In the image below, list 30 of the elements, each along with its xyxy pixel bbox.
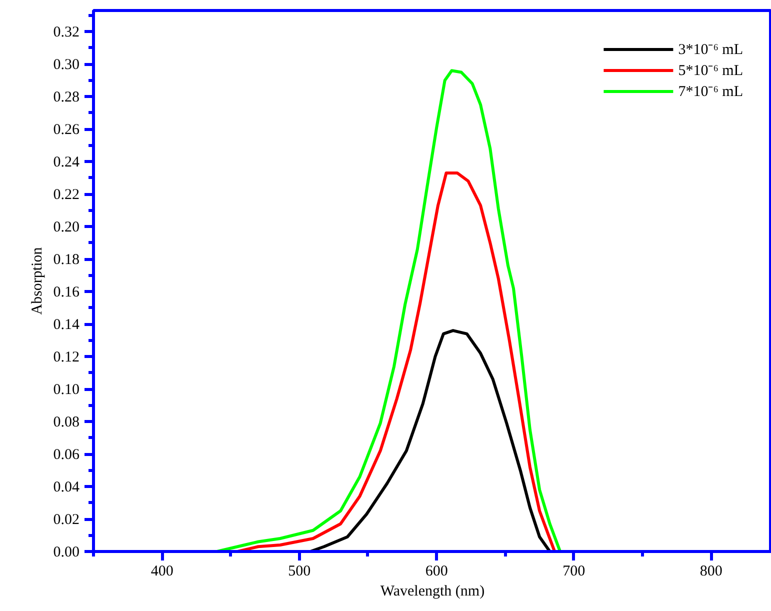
y-tick-label: 0.22 bbox=[53, 187, 80, 204]
x-tick-label: 400 bbox=[150, 564, 174, 580]
y-tick-label: 0.20 bbox=[53, 220, 80, 236]
x-tick-label: 800 bbox=[700, 564, 722, 580]
line-series bbox=[236, 171, 556, 552]
y-tick-label: 0.14 bbox=[53, 317, 80, 334]
x-tick-label: 600 bbox=[425, 564, 448, 580]
y-tick-label: 0.02 bbox=[53, 512, 80, 528]
y-tick-label: 0.32 bbox=[53, 24, 80, 41]
x-tick-label: 500 bbox=[288, 564, 311, 580]
line-series bbox=[216, 69, 562, 552]
legend-label: 7*10⁻⁶ mL bbox=[678, 83, 743, 101]
y-axis-title: Absorption bbox=[29, 246, 46, 315]
y-tick-label: 0.10 bbox=[53, 382, 80, 398]
y-tick-label: 0.00 bbox=[53, 544, 80, 560]
y-tick-label: 0.26 bbox=[53, 122, 80, 138]
y-tick-label: 0.06 bbox=[53, 447, 80, 464]
y-tick-label: 0.30 bbox=[53, 57, 80, 74]
y-tick-label: 0.12 bbox=[53, 350, 80, 366]
y-tick-label: 0.16 bbox=[53, 284, 80, 301]
legend-label: 3*10⁻⁶ mL bbox=[678, 41, 743, 59]
y-tick-label: 0.08 bbox=[53, 414, 80, 431]
x-tick-label: 700 bbox=[562, 564, 586, 580]
legend-label: 5*10⁻⁶ mL bbox=[678, 62, 743, 80]
x-axis-title: Wavelength (nm) bbox=[380, 584, 485, 600]
y-tick-label: 0.18 bbox=[53, 252, 80, 268]
line-series bbox=[308, 329, 552, 552]
y-tick-label: 0.04 bbox=[53, 480, 80, 496]
y-tick-label: 0.28 bbox=[53, 90, 80, 106]
y-tick-label: 0.24 bbox=[53, 154, 80, 171]
